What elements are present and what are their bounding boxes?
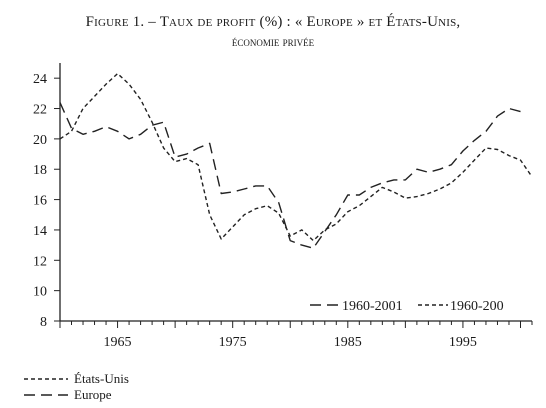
inset-legend-label: 1960-200 [450, 299, 504, 314]
y-tick-label: 8 [40, 315, 47, 330]
series-lines [59, 72, 533, 249]
bottom-legend-label: États-Unis [74, 371, 129, 386]
x-tick-label: 1975 [219, 335, 247, 350]
x-tick-label: 1995 [449, 335, 477, 350]
x-tick-label: 1985 [334, 335, 362, 350]
chart-axes [59, 63, 532, 322]
bottom-legend-label: Europe [74, 387, 112, 402]
series-line-europe [59, 102, 521, 249]
inset-legend: 1960-2001 1960-200 [310, 299, 504, 314]
x-tick-label: 1965 [104, 335, 132, 350]
y-tick-label: 24 [33, 72, 47, 87]
y-tick-label: 20 [33, 133, 47, 148]
y-tick-label: 18 [33, 163, 47, 178]
y-axis-ticks: 8 10 12 14 16 18 20 22 24 [33, 72, 60, 330]
y-tick-label: 12 [33, 254, 47, 269]
y-tick-label: 14 [33, 224, 47, 239]
chart-subtitle: économie privée [231, 34, 315, 49]
x-axis-ticks: 1965 1975 1985 1995 [59, 321, 533, 350]
y-tick-label: 10 [33, 285, 47, 300]
series-line--tats-unis [59, 72, 533, 242]
y-tick-label: 16 [33, 194, 47, 209]
chart-title: Figure 1. – Taux de profit (%) : « Europ… [85, 14, 461, 30]
y-tick-label: 22 [33, 103, 47, 118]
inset-legend-label: 1960-2001 [342, 299, 403, 314]
